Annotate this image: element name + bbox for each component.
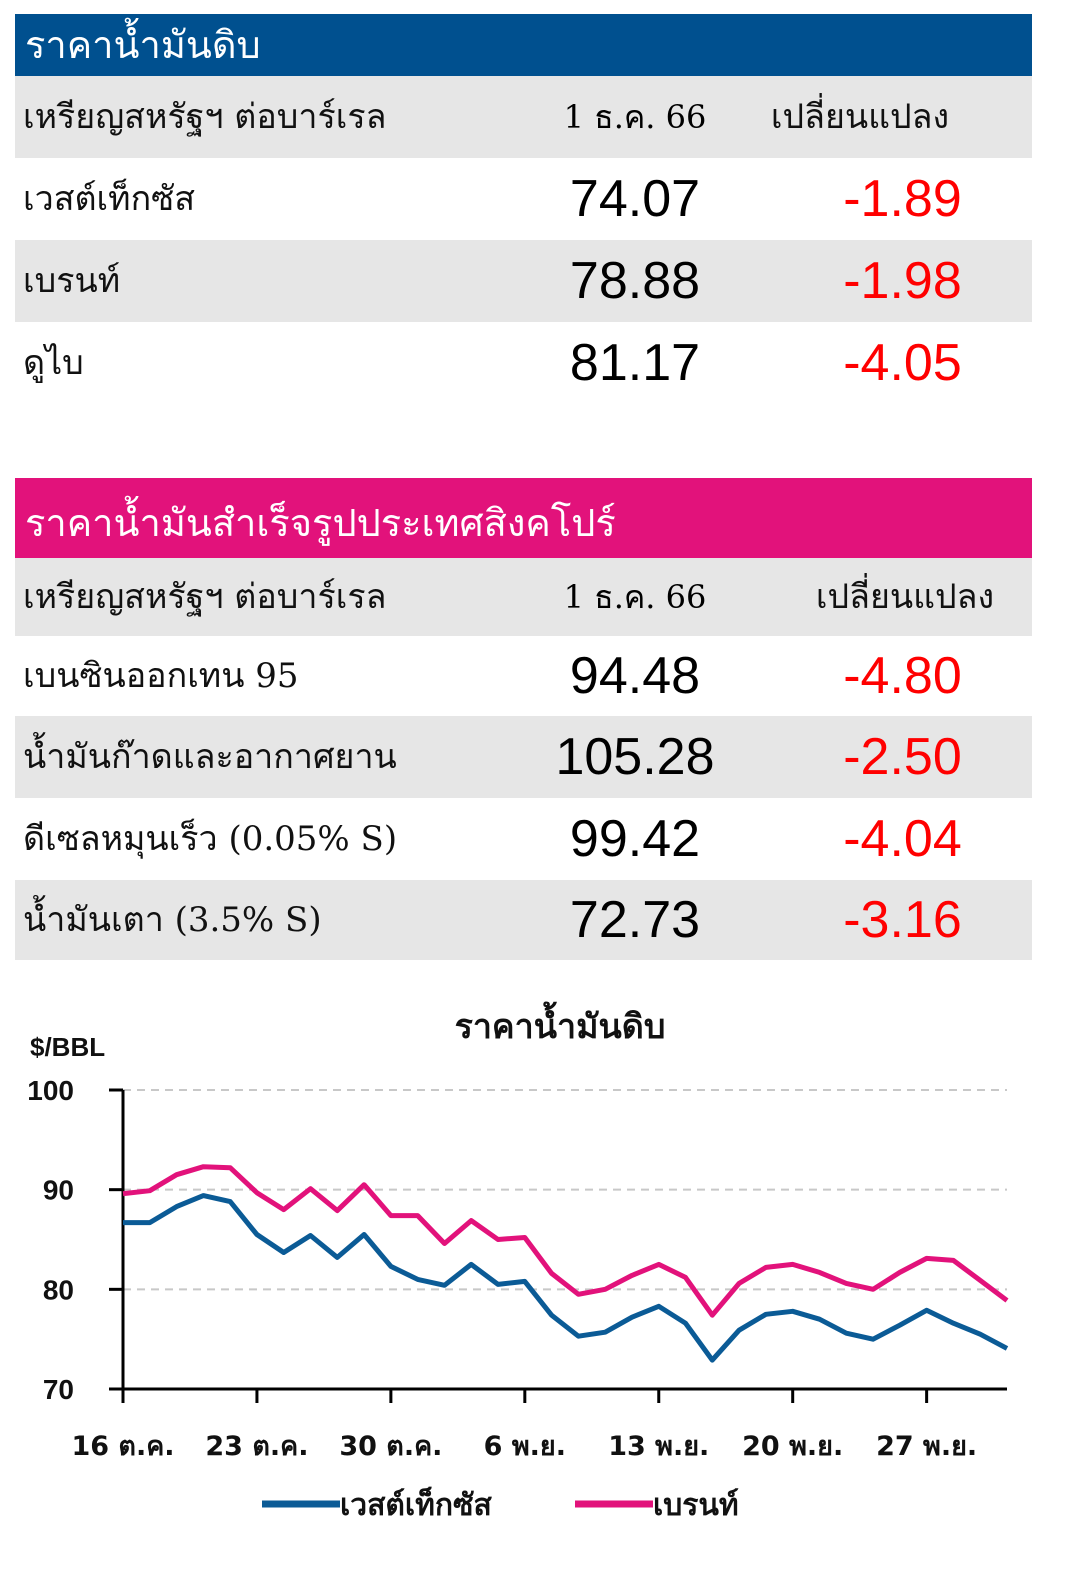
- x-tick-label: 13 พ.ย.: [608, 1431, 709, 1462]
- x-tick-label: 27 พ.ย.: [876, 1431, 977, 1462]
- x-tick-label: 6 พ.ย.: [484, 1431, 566, 1462]
- table-row: น้ำมันก๊าดและอากาศยาน 105.28 -2.50: [15, 716, 1032, 798]
- price-value: 105.28: [555, 728, 715, 786]
- price-value: 81.17: [569, 334, 701, 392]
- table-row: เวสต์เท็กซัส 74.07 -1.89: [15, 158, 1032, 240]
- crude-oil-column-header: เหรียญสหรัฐฯ ต่อบาร์เรล 1 ธ.ค. 66 เปลี่ย…: [15, 76, 1032, 158]
- refined-products-title: ราคาน้ำมันสำเร็จรูปประเทศสิงคโปร์: [15, 478, 1032, 558]
- product-name: น้ำมันเตา (3.5% S): [23, 900, 322, 940]
- y-tick-label: 80: [43, 1274, 74, 1305]
- change-value: -2.50: [843, 728, 962, 786]
- crude-oil-table: ราคาน้ำมันดิบ เหรียญสหรัฐฯ ต่อบาร์เรล 1 …: [15, 14, 1032, 404]
- wti-series-line: [123, 1193, 1009, 1363]
- unit-label: เหรียญสหรัฐฯ ต่อบาร์เรล: [23, 97, 387, 137]
- product-name: เวสต์เท็กซัส: [23, 179, 195, 219]
- change-value: -4.05: [843, 334, 962, 392]
- table-row: น้ำมันเตา (3.5% S) 72.73 -3.16: [15, 880, 1032, 960]
- price-value: 99.42: [569, 810, 701, 868]
- chart-title: ราคาน้ำมันดิบ: [455, 1001, 666, 1047]
- table-row: เบนซินออกเทน 95 94.48 -4.80: [15, 636, 1032, 716]
- change-value: -1.89: [843, 170, 962, 228]
- unit-label: เหรียญสหรัฐฯ ต่อบาร์เรล: [23, 577, 387, 617]
- legend-label: เวสต์เท็กซัส: [340, 1486, 492, 1523]
- change-value: -4.04: [843, 810, 962, 868]
- x-tick-label: 20 พ.ย.: [742, 1431, 843, 1462]
- y-tick-label: 90: [43, 1175, 74, 1206]
- table-row: ดูไบ 81.17 -4.05: [15, 322, 1032, 404]
- y-tick-label: 70: [43, 1374, 74, 1405]
- change-label: เปลี่ยนแปลง: [770, 97, 950, 137]
- legend-label: เบรนท์: [653, 1488, 739, 1523]
- price-value: 74.07: [569, 170, 701, 228]
- y-axis-label: $/BBL: [30, 1032, 105, 1062]
- x-tick-label: 30 ต.ค.: [339, 1431, 442, 1462]
- change-label: เปลี่ยนแปลง: [815, 577, 995, 617]
- refined-products-table: ราคาน้ำมันสำเร็จรูปประเทศสิงคโปร์ เหรียญ…: [15, 478, 1032, 960]
- change-value: -4.80: [843, 647, 962, 705]
- price-value: 72.73: [569, 891, 701, 949]
- product-name: ดูไบ: [23, 343, 84, 383]
- change-value: -1.98: [843, 252, 962, 310]
- product-name: ดีเซลหมุนเร็ว (0.05% S): [23, 819, 398, 859]
- x-tick-label: 16 ต.ค.: [71, 1431, 174, 1462]
- crude-oil-price-chart: ราคาน้ำมันดิบ $/BBL 70 80 90 100 16 ต.ค. 23 …: [27, 1001, 1009, 1523]
- refined-products-column-header: เหรียญสหรัฐฯ ต่อบาร์เรล 1 ธ.ค. 66 เปลี่ย…: [15, 558, 1032, 636]
- price-value: 78.88: [569, 252, 701, 310]
- product-name: น้ำมันก๊าดและอากาศยาน: [23, 737, 397, 777]
- change-value: -3.16: [843, 891, 962, 949]
- date-label: 1 ธ.ค. 66: [563, 578, 707, 616]
- price-value: 94.48: [569, 647, 701, 705]
- brent-series-line: [122, 1164, 1009, 1318]
- crude-oil-title: ราคาน้ำมันดิบ: [15, 14, 1032, 76]
- date-label: 1 ธ.ค. 66: [563, 98, 707, 136]
- table-row: เบรนท์ 78.88 -1.98: [15, 240, 1032, 322]
- y-tick-label: 100: [27, 1075, 74, 1106]
- table-row: ดีเซลหมุนเร็ว (0.05% S) 99.42 -4.04: [15, 798, 1032, 880]
- product-name: เบนซินออกเทน 95: [23, 656, 299, 696]
- product-name: เบรนท์: [23, 261, 121, 301]
- x-tick-label: 23 ต.ค.: [205, 1431, 308, 1462]
